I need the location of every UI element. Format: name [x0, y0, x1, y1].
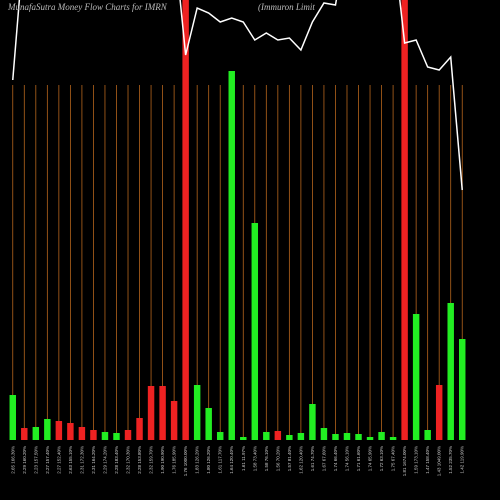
- bar: [366, 437, 374, 440]
- x-tick-label: 1.47 158.40%: [425, 446, 430, 474]
- bar: [205, 408, 212, 440]
- x-tick-label: 2.27 152.40%: [56, 446, 61, 474]
- bar: [389, 437, 397, 440]
- bar: [274, 431, 282, 440]
- bar: [412, 314, 420, 440]
- x-tick-label: 1.62 120.40%: [298, 446, 303, 474]
- bar: [355, 434, 362, 440]
- bar: [55, 421, 63, 440]
- bar: [216, 432, 224, 440]
- bar: [343, 433, 351, 440]
- x-tick-label: 2.31 164.20%: [91, 446, 96, 474]
- x-tick-label: 1.61 74.70%: [310, 446, 315, 471]
- bar: [309, 404, 316, 440]
- chart-subtitle: (Immuron Limit: [258, 2, 315, 12]
- bar: [170, 401, 178, 440]
- bar: [378, 432, 385, 440]
- bar: [401, 0, 408, 440]
- bar: [147, 386, 155, 440]
- x-tick-label: 1.43 1049.00%: [437, 446, 442, 476]
- bar: [424, 430, 431, 440]
- x-tick-label: 2.29 160.20%: [22, 446, 27, 474]
- x-tick-label: 1.57 81.40%: [287, 446, 292, 471]
- x-tick-label: 2.65 166.30%: [10, 446, 15, 474]
- x-tick-label: 1.76 185.90%: [172, 446, 177, 474]
- x-tick-label: 2.31 172.30%: [79, 446, 84, 474]
- x-tick-label: 2.32 170.30%: [126, 446, 131, 474]
- bar: [101, 432, 109, 440]
- x-tick-label: 1.67 67.60%: [321, 446, 326, 471]
- x-tick-label: 1.56 70.20%: [275, 446, 280, 471]
- x-tick-label: 2.32 159.70%: [149, 446, 154, 474]
- bar: [320, 428, 328, 440]
- bar: [251, 223, 259, 440]
- bar: [113, 433, 120, 440]
- bar: [193, 385, 201, 440]
- x-tick-label: 1.72 63.10%: [379, 446, 384, 471]
- x-tick-label: 1.90 190.90%: [160, 446, 165, 474]
- bar: [447, 303, 454, 440]
- x-tick-label: 2.23 157.50%: [33, 446, 38, 474]
- x-tick-label: 1.64 120.40%: [229, 446, 234, 474]
- x-tick-label: 1.61 117.70%: [218, 446, 223, 473]
- chart-title: MunafaSutra Money Flow Charts for IMRN: [7, 2, 168, 12]
- x-tick-label: 1.75 67.40%: [391, 446, 396, 471]
- x-tick-label: 1.52 235.70%: [448, 446, 453, 474]
- x-tick-label: 1.74 65.90%: [368, 446, 373, 471]
- bar: [124, 430, 132, 440]
- bar: [32, 427, 40, 440]
- x-tick-label: 1.81 1674.00%: [402, 446, 407, 476]
- x-tick-label: 1.80 126.20%: [206, 446, 211, 474]
- bar: [136, 418, 143, 440]
- bar: [240, 437, 247, 440]
- x-tick-label: 1.59 173.10%: [414, 446, 419, 474]
- line: [12, 0, 463, 191]
- x-tick-label: 2.63 155.10%: [68, 446, 73, 474]
- bar: [263, 432, 270, 440]
- bar: [67, 423, 74, 440]
- bar: [21, 428, 28, 440]
- x-tick-label: 1.42 119.90%: [460, 446, 465, 473]
- x-tick-label: 2.28 183.40%: [114, 446, 119, 474]
- x-tick-label: 1.74 66.40%: [333, 446, 338, 471]
- x-tick-label: 1.71 61.60%: [356, 446, 361, 471]
- x-tick-label: 1.83 126.20%: [195, 446, 200, 474]
- bar: [182, 0, 189, 440]
- x-tick-label: 1.61 11.97%: [241, 446, 246, 471]
- bar: [44, 419, 51, 440]
- bar: [459, 339, 466, 440]
- bar: [435, 385, 443, 440]
- x-tick-label: 1.76 1000.00%: [183, 446, 188, 476]
- x-tick-label: 1.58 76.10%: [264, 446, 269, 471]
- bar: [9, 395, 16, 440]
- bar: [332, 434, 339, 440]
- x-tick-label: 2.28 153.80%: [137, 446, 142, 474]
- bar: [228, 71, 235, 440]
- bar: [297, 433, 305, 440]
- bar: [90, 430, 97, 440]
- bar: [159, 386, 166, 440]
- bar: [286, 435, 293, 440]
- x-tick-label: 1.58 73.40%: [252, 446, 257, 471]
- x-tick-label: 2.29 174.20%: [102, 446, 107, 474]
- bar: [78, 427, 86, 440]
- x-tick-label: 2.27 157.40%: [45, 446, 50, 474]
- x-tick-label: 1.74 56.10%: [344, 446, 349, 471]
